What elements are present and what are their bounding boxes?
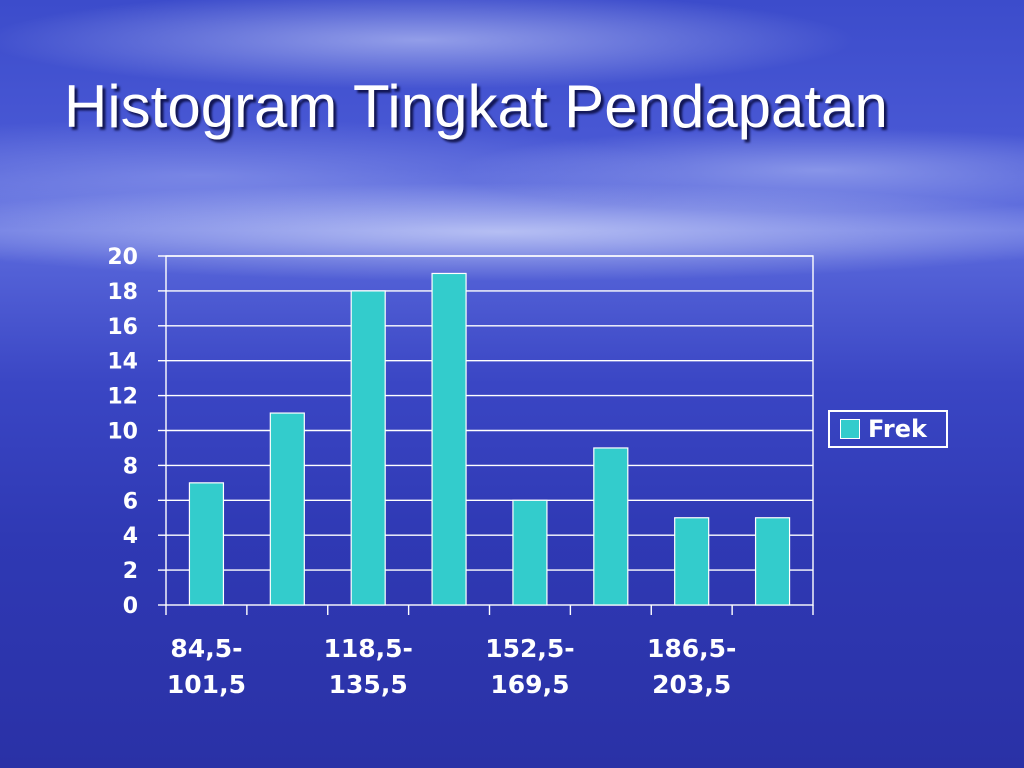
bar-4 [431, 272, 467, 606]
y-tick-label: 14 [107, 350, 138, 375]
x-category-label: 186,5- [647, 634, 736, 663]
y-tick-label: 6 [123, 489, 138, 514]
chart-legend: Frek [828, 410, 948, 448]
slide-title: Histogram Tingkat Pendapatan [64, 73, 888, 140]
y-tick-label: 10 [107, 420, 138, 445]
y-tick-label: 18 [107, 280, 138, 305]
bar-8 [754, 517, 791, 606]
bar-7 [674, 517, 710, 606]
y-tick-label: 12 [107, 385, 138, 410]
x-category-label: 169,5 [490, 670, 569, 699]
bar-5 [512, 499, 548, 606]
legend-label-frek: Frek [868, 415, 927, 443]
legend-swatch [840, 419, 860, 439]
x-category-label: 84,5- [170, 634, 242, 663]
x-category-label: 135,5 [329, 670, 408, 699]
x-category-label: 101,5 [167, 670, 246, 699]
x-category-label: 203,5 [652, 670, 731, 699]
y-tick-label: 4 [123, 524, 138, 549]
y-tick-label: 16 [107, 315, 138, 340]
x-category-label: 152,5- [485, 634, 574, 663]
y-tick-label: 2 [123, 559, 138, 584]
y-tick-label: 0 [123, 594, 138, 619]
x-category-label: 118,5- [323, 634, 412, 663]
bar-3 [350, 290, 386, 606]
bar-2 [269, 412, 305, 606]
bar-1 [188, 482, 225, 606]
y-tick-label: 20 [107, 245, 138, 270]
y-tick-label: 8 [123, 454, 138, 479]
bar-6 [593, 447, 629, 606]
